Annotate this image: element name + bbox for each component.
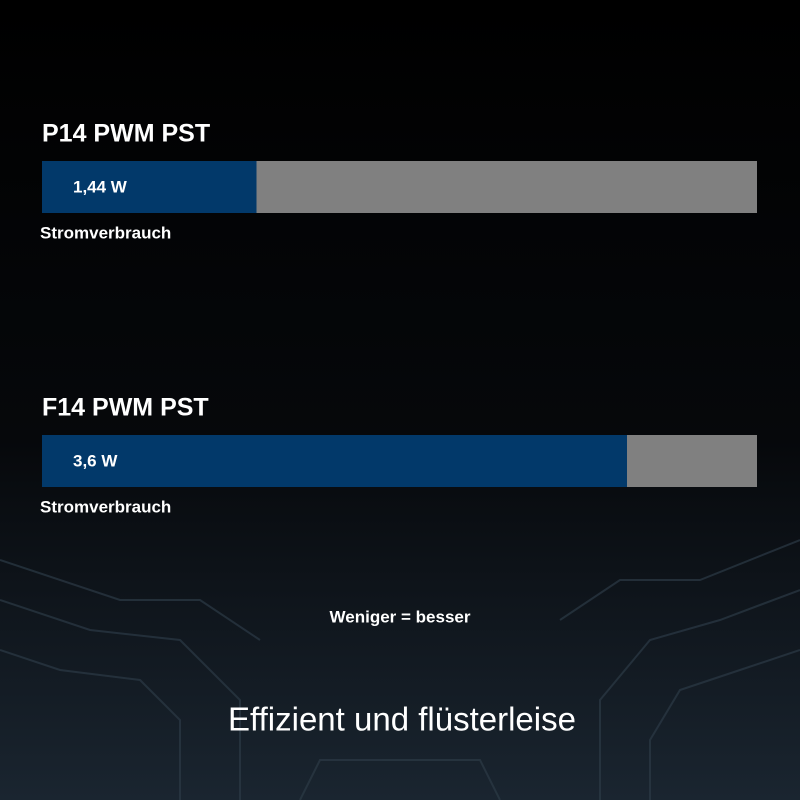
note: Weniger = besser	[330, 607, 471, 626]
x-axis-label: Stromverbrauch	[40, 223, 171, 242]
x-axis-label: Stromverbrauch	[40, 497, 171, 516]
chart-title: F14 PWM PST	[42, 394, 209, 422]
circuit-pattern	[0, 539, 800, 800]
value-label: 3,6 W	[73, 451, 118, 470]
headline: Effizient und flüsterleise	[228, 701, 576, 738]
chart-title: P14 PWM PST	[42, 120, 210, 148]
bar	[42, 161, 257, 213]
bar	[42, 435, 627, 487]
value-label: 1,44 W	[73, 177, 128, 196]
